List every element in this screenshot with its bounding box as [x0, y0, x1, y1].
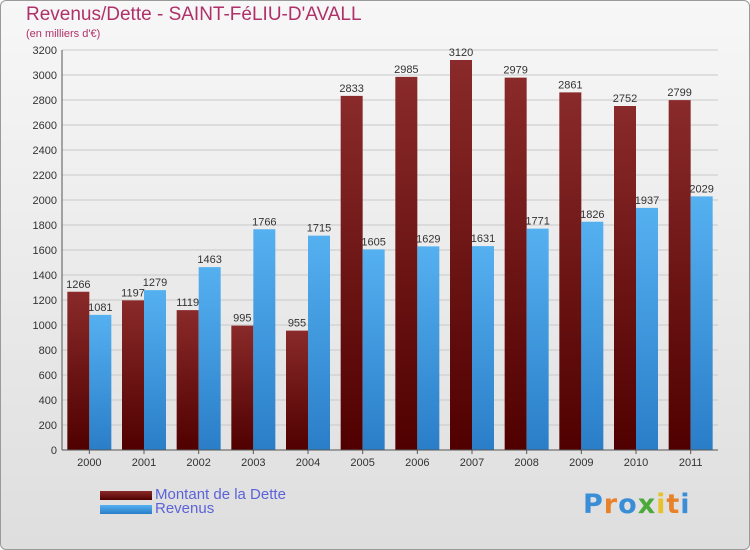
logo-letter: i: [680, 489, 691, 520]
chart-title: Revenus/Dette - SAINT-FéLIU-D'AVALL: [26, 4, 362, 25]
x-tick-label: 2011: [679, 457, 703, 469]
data-label-revenus: 1937: [635, 195, 659, 207]
data-label-dette: 1119: [176, 297, 199, 309]
logo-letter: i: [656, 489, 667, 520]
legend-label-revenus: Revenus: [155, 500, 215, 517]
data-label-dette: 955: [288, 318, 306, 330]
x-tick-label: 2000: [77, 457, 101, 469]
bar-revenus: [417, 246, 440, 450]
data-label-dette: 2752: [613, 93, 637, 105]
y-tick-label: 1800: [33, 220, 57, 232]
bar-revenus: [636, 207, 658, 450]
data-label-dette: 2985: [394, 64, 418, 76]
bar-revenus: [89, 314, 112, 450]
x-tick-label: 2009: [569, 457, 593, 469]
bar-dette: [559, 92, 582, 450]
x-tick-label: 2001: [132, 457, 156, 469]
data-label-revenus: 1631: [471, 233, 495, 245]
data-label-revenus: 1463: [197, 254, 221, 266]
data-label-revenus: 1629: [416, 233, 440, 245]
y-tick-label: 1400: [33, 270, 57, 282]
bar-revenus: [253, 229, 276, 450]
bar-dette: [504, 77, 527, 450]
proxiti-logo: Proxiti: [583, 489, 691, 520]
bar-revenus: [198, 267, 221, 450]
x-tick-label: 2002: [186, 457, 210, 469]
logo-letter: o: [618, 489, 638, 520]
grid-layer: [62, 49, 718, 451]
chart-subtitle: (en milliers d'€): [26, 28, 101, 40]
bar-dette: [286, 330, 308, 450]
x-tick-label: 2006: [405, 457, 429, 469]
bar-dette: [176, 310, 199, 450]
bar-revenus: [362, 249, 385, 450]
y-tick-label: 2400: [33, 145, 57, 157]
data-label-revenus: 1771: [525, 216, 549, 228]
bar-revenus: [144, 290, 166, 450]
y-tick-label: 0: [51, 445, 57, 457]
x-tick-label: 2008: [514, 457, 538, 469]
y-tick-label: 3000: [33, 70, 57, 82]
bar-revenus: [472, 246, 494, 450]
y-tick-label: 200: [39, 420, 57, 432]
y-tick-label: 2800: [33, 95, 57, 107]
logo-letter: P: [583, 489, 604, 520]
x-tick-label: 2007: [460, 457, 484, 469]
data-label-revenus: 1279: [143, 277, 167, 289]
axis-layer: 0 200 400 600 800 1000 1200 1400 1600 1800 2000 220…: [33, 45, 718, 469]
bar-dette: [668, 100, 691, 450]
data-label-revenus: 1766: [252, 216, 276, 228]
x-tick-label: 2005: [350, 457, 374, 469]
bar-dette: [340, 95, 363, 450]
data-label-revenus: 1605: [361, 236, 385, 248]
y-tick-label: 2000: [33, 195, 57, 207]
logo-letter: t: [666, 489, 681, 520]
bars-layer: [67, 60, 713, 450]
bar-dette: [450, 60, 472, 450]
logo-letter: r: [603, 489, 619, 520]
y-tick-label: 400: [39, 395, 57, 407]
bar-dette: [67, 291, 90, 450]
y-tick-label: 1000: [33, 320, 57, 332]
bar-revenus: [581, 221, 604, 450]
bar-dette: [395, 76, 418, 450]
bar-dette: [122, 300, 144, 450]
data-label-dette: 1197: [121, 287, 145, 299]
bar-dette: [231, 325, 254, 450]
y-tick-label: 2200: [33, 170, 57, 182]
bar-revenus: [308, 235, 330, 450]
x-tick-label: 2003: [241, 457, 265, 469]
legend-label-dette: Montant de la Dette: [155, 486, 286, 503]
data-label-revenus: 1826: [580, 209, 604, 221]
bar-revenus: [526, 228, 549, 450]
data-label-dette: 1266: [66, 279, 90, 291]
y-tick-label: 2600: [33, 120, 57, 132]
bar-revenus: [690, 196, 713, 450]
y-tick-label: 1200: [33, 295, 57, 307]
data-label-dette: 995: [233, 313, 251, 325]
y-tick-label: 3200: [33, 45, 57, 57]
data-label-revenus: 1081: [88, 302, 112, 314]
data-label-dette: 2861: [558, 79, 582, 91]
legend-swatch-revenus: [100, 505, 152, 514]
x-tick-label: 2010: [624, 457, 648, 469]
data-label-dette: 3120: [449, 47, 473, 59]
data-label-revenus: 2029: [689, 183, 713, 195]
bar-dette: [614, 106, 636, 450]
data-label-dette: 2979: [503, 65, 527, 77]
data-label-revenus: 1715: [307, 223, 331, 235]
y-tick-label: 1600: [33, 245, 57, 257]
y-tick-label: 800: [39, 345, 57, 357]
data-label-dette: 2833: [339, 83, 363, 95]
logo-letter: x: [637, 489, 657, 520]
x-tick-label: 2004: [296, 457, 320, 469]
legend-swatch-dette: [100, 491, 152, 500]
y-tick-label: 600: [39, 370, 57, 382]
data-label-dette: 2799: [667, 87, 691, 99]
